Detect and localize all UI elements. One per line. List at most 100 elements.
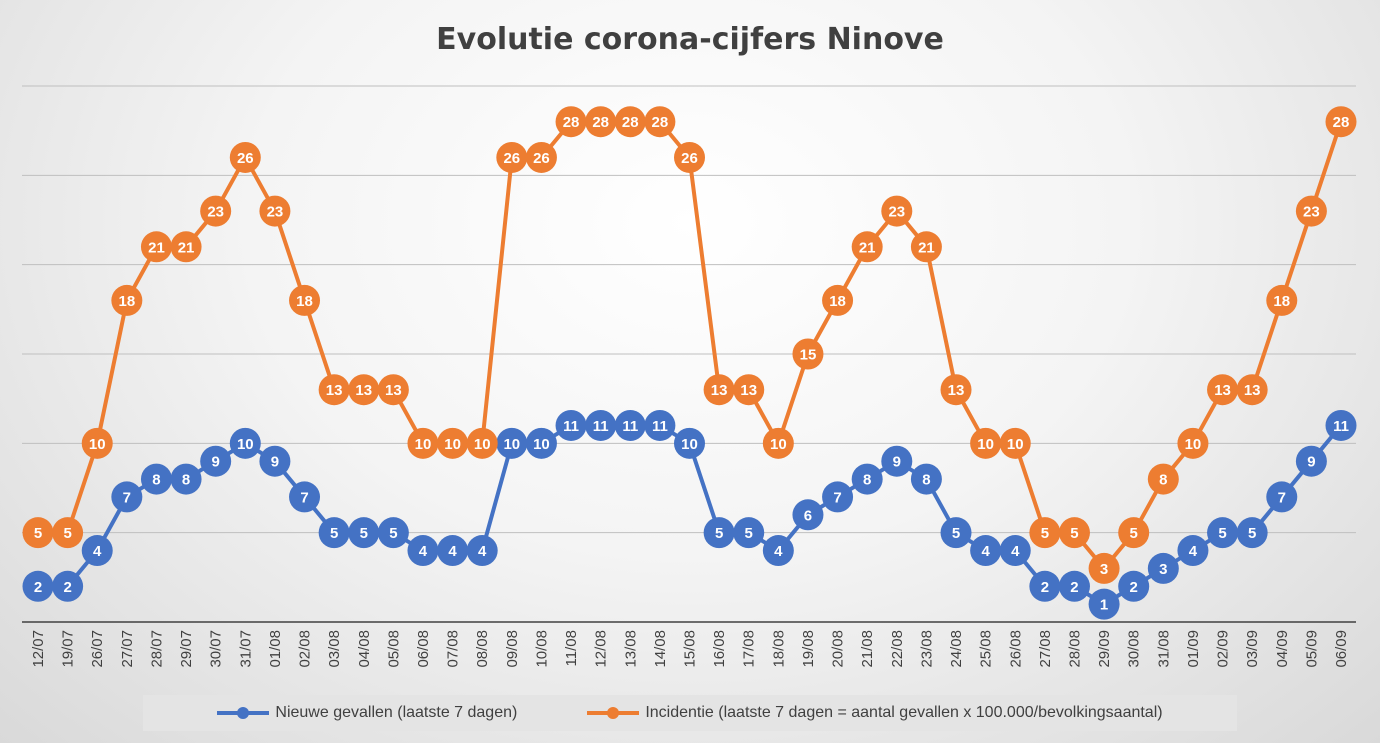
data-point bbox=[140, 231, 172, 263]
data-point bbox=[466, 427, 498, 459]
data-label: 5 bbox=[360, 525, 368, 542]
data-point bbox=[318, 517, 350, 549]
data-point bbox=[1295, 195, 1327, 227]
data-point bbox=[1147, 552, 1179, 584]
data-point bbox=[111, 284, 143, 316]
data-label: 10 bbox=[237, 436, 254, 453]
data-point bbox=[289, 481, 321, 513]
data-point bbox=[614, 106, 646, 138]
data-label: 9 bbox=[893, 454, 901, 471]
data-label: 4 bbox=[774, 543, 783, 560]
data-label: 28 bbox=[1333, 114, 1350, 131]
data-label: 10 bbox=[1185, 436, 1202, 453]
data-point bbox=[52, 570, 84, 602]
data-point bbox=[1029, 517, 1061, 549]
data-point bbox=[229, 427, 261, 459]
data-point bbox=[259, 195, 291, 227]
data-label: 26 bbox=[503, 150, 520, 167]
data-point bbox=[1266, 284, 1298, 316]
data-label: 2 bbox=[1070, 579, 1078, 596]
data-label: 10 bbox=[474, 436, 491, 453]
data-point bbox=[970, 535, 1002, 567]
data-label: 10 bbox=[1007, 436, 1024, 453]
data-label: 11 bbox=[563, 418, 579, 435]
data-label: 5 bbox=[1218, 525, 1226, 542]
data-point bbox=[1236, 517, 1268, 549]
data-label: 21 bbox=[859, 239, 876, 256]
x-tick-label: 19/08 bbox=[800, 630, 817, 668]
data-point bbox=[555, 409, 587, 441]
data-label: 5 bbox=[389, 525, 397, 542]
data-point bbox=[674, 141, 705, 173]
data-label: 7 bbox=[833, 489, 841, 506]
data-point bbox=[22, 517, 54, 549]
data-label: 11 bbox=[652, 418, 668, 435]
data-label: 5 bbox=[1070, 525, 1078, 542]
data-label: 5 bbox=[63, 525, 71, 542]
x-tick-label: 12/07 bbox=[30, 630, 47, 668]
data-point bbox=[999, 535, 1031, 567]
data-label: 26 bbox=[533, 150, 550, 167]
data-point bbox=[1147, 463, 1179, 495]
data-label: 23 bbox=[267, 204, 284, 221]
x-tick-label: 17/08 bbox=[741, 630, 758, 668]
data-point bbox=[1058, 517, 1090, 549]
data-point bbox=[851, 231, 883, 263]
data-label: 4 bbox=[93, 543, 102, 560]
x-tick-label: 26/07 bbox=[89, 630, 106, 668]
data-point bbox=[822, 284, 854, 316]
data-label: 4 bbox=[419, 543, 428, 560]
data-label: 5 bbox=[745, 525, 753, 542]
data-label: 10 bbox=[444, 436, 461, 453]
x-tick-label: 28/07 bbox=[148, 630, 165, 668]
data-label: 13 bbox=[740, 382, 757, 399]
legend-label-incidence: Incidentie (laatste 7 dagen = aantal gev… bbox=[645, 704, 1163, 721]
x-tick-label: 21/08 bbox=[859, 630, 876, 668]
data-label: 10 bbox=[533, 436, 550, 453]
legend-item-new-cases: Nieuwe gevallen (laatste 7 dagen) bbox=[217, 704, 517, 722]
data-point bbox=[940, 374, 972, 406]
x-tick-label: 01/08 bbox=[267, 630, 284, 668]
data-point bbox=[970, 427, 1002, 459]
data-point bbox=[170, 231, 202, 263]
data-point bbox=[792, 338, 824, 370]
x-tick-label: 08/08 bbox=[474, 630, 491, 668]
data-point bbox=[348, 517, 380, 549]
x-tick-label: 28/08 bbox=[1066, 630, 1083, 668]
data-point bbox=[644, 409, 676, 441]
data-point bbox=[525, 427, 557, 459]
data-point bbox=[792, 499, 824, 531]
data-point bbox=[437, 535, 469, 567]
data-point bbox=[762, 535, 794, 567]
data-point bbox=[407, 427, 439, 459]
data-label: 15 bbox=[800, 347, 817, 364]
data-label: 10 bbox=[977, 436, 994, 453]
data-point bbox=[1118, 517, 1150, 549]
data-label: 3 bbox=[1159, 561, 1167, 578]
data-label: 9 bbox=[271, 454, 279, 471]
data-label: 8 bbox=[1159, 472, 1167, 489]
data-point bbox=[999, 427, 1031, 459]
data-point bbox=[259, 445, 291, 477]
data-point bbox=[377, 517, 409, 549]
data-label: 23 bbox=[888, 204, 905, 221]
x-tick-label: 10/08 bbox=[533, 630, 550, 668]
data-label: 10 bbox=[415, 436, 432, 453]
data-label: 28 bbox=[622, 114, 639, 131]
data-point bbox=[1207, 517, 1239, 549]
data-point bbox=[348, 374, 380, 406]
data-label: 11 bbox=[593, 418, 609, 435]
legend-item-incidence: Incidentie (laatste 7 dagen = aantal gev… bbox=[587, 704, 1163, 722]
data-label: 28 bbox=[652, 114, 669, 131]
x-tick-label: 11/08 bbox=[563, 630, 580, 666]
data-point bbox=[407, 535, 439, 567]
x-tick-label: 31/07 bbox=[237, 630, 254, 668]
x-tick-label: 29/09 bbox=[1096, 630, 1113, 668]
data-label: 10 bbox=[770, 436, 787, 453]
data-point bbox=[525, 141, 557, 173]
data-label: 13 bbox=[326, 382, 343, 399]
data-label: 6 bbox=[804, 507, 812, 524]
x-tick-label: 27/07 bbox=[119, 630, 136, 668]
legend: Nieuwe gevallen (laatste 7 dagen) Incide… bbox=[143, 695, 1237, 731]
data-label: 21 bbox=[148, 239, 165, 256]
